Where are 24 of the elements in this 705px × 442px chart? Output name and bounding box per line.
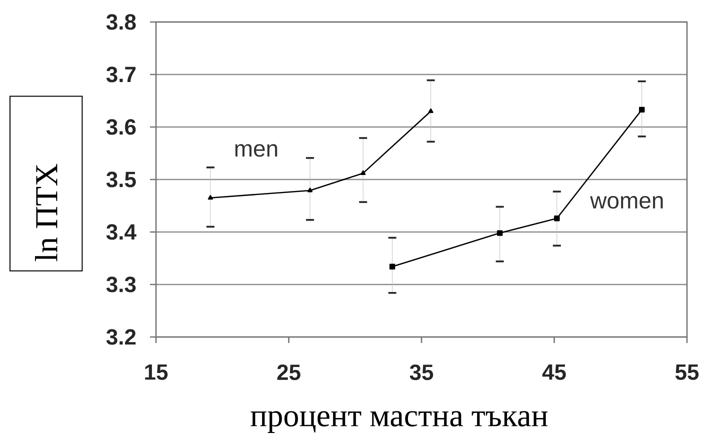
y-tick-label: 3.3 <box>106 276 136 292</box>
x-tick-label: 35 <box>410 364 434 380</box>
x-axis-title: процент мастна тъкан <box>250 411 548 433</box>
y-tick-label: 3.7 <box>106 66 136 82</box>
x-tick-label: 45 <box>542 364 566 380</box>
point <box>428 108 434 113</box>
point <box>554 215 560 222</box>
x-tick-label: 55 <box>675 364 699 380</box>
point <box>307 188 313 192</box>
point <box>639 106 645 113</box>
point <box>360 170 366 175</box>
y-tick-label: 3.4 <box>106 224 136 240</box>
y-tick-label: 3.2 <box>106 329 136 345</box>
point <box>496 230 503 236</box>
y-tick-label: 3.6 <box>106 119 136 135</box>
point <box>389 264 396 270</box>
y-tick-label: 3.5 <box>106 172 136 188</box>
point <box>208 195 213 200</box>
y-tick-label: 3.8 <box>106 14 136 30</box>
x-tick-label: 25 <box>277 364 300 380</box>
y-axis-title: ln ПТХ <box>35 164 58 262</box>
series-label: men <box>235 144 278 157</box>
x-tick-label: 15 <box>145 364 168 380</box>
series-label: women <box>590 196 663 209</box>
